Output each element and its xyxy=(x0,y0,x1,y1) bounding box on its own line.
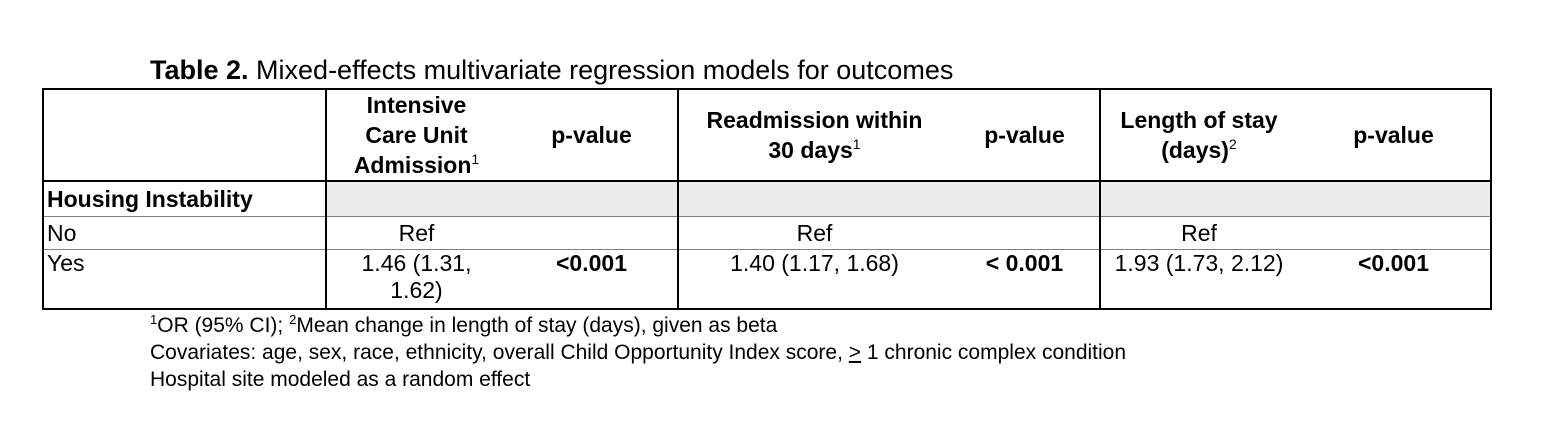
header-blank xyxy=(42,88,326,182)
table-title: Table 2. Mixed-effects multivariate regr… xyxy=(150,53,953,87)
icu-value: 1.46 (1.31, 1.62) xyxy=(325,249,506,310)
header-pvalue-3: p-value xyxy=(1297,88,1492,182)
pvalue-1: <0.001 xyxy=(506,249,678,310)
footnote-1: 1OR (95% CI); 2Mean change in length of … xyxy=(150,312,778,337)
los-value: 1.93 (1.73, 2.12) xyxy=(1099,249,1297,310)
section-shade-3 xyxy=(1099,181,1492,217)
table-caption: Mixed-effects multivariate regression mo… xyxy=(248,55,954,85)
header-row: Intensive Care Unit Admission1 p-value R… xyxy=(42,88,1492,182)
table-row: No Ref Ref Ref xyxy=(42,216,1492,250)
section-shade-1 xyxy=(325,181,678,217)
footnote-covariates: Covariates: age, sex, race, ethnicity, o… xyxy=(150,341,1127,364)
pvalue-1 xyxy=(506,216,678,250)
header-readmission: Readmission within 30 days1 xyxy=(677,88,950,182)
header-pvalue-2: p-value xyxy=(950,88,1100,182)
readmission-value: Ref xyxy=(677,216,950,250)
header-length-of-stay: Length of stay (days)2 xyxy=(1099,88,1297,182)
los-value: Ref xyxy=(1099,216,1297,250)
section-row: Housing Instability xyxy=(42,181,1492,217)
table-row: Yes 1.46 (1.31, 1.62) <0.001 1.40 (1.17, … xyxy=(42,249,1492,310)
pvalue-2 xyxy=(950,216,1100,250)
section-shade-2 xyxy=(677,181,1100,217)
readmission-value: 1.40 (1.17, 1.68) xyxy=(677,249,950,310)
pvalue-2: < 0.001 xyxy=(950,249,1100,310)
header-pvalue-1: p-value xyxy=(506,88,678,182)
pvalue-3 xyxy=(1297,216,1492,250)
table-number: Table 2. xyxy=(150,55,249,85)
footnote-random-effect: Hospital site modeled as a random effect xyxy=(150,368,531,391)
row-label: Yes xyxy=(42,249,326,310)
icu-value: Ref xyxy=(325,216,506,250)
pvalue-3: <0.001 xyxy=(1297,249,1492,310)
row-label: No xyxy=(42,216,326,250)
section-label: Housing Instability xyxy=(42,181,326,217)
regression-table: Intensive Care Unit Admission1 p-value R… xyxy=(42,88,1492,310)
header-icu-admission: Intensive Care Unit Admission1 xyxy=(325,88,506,182)
